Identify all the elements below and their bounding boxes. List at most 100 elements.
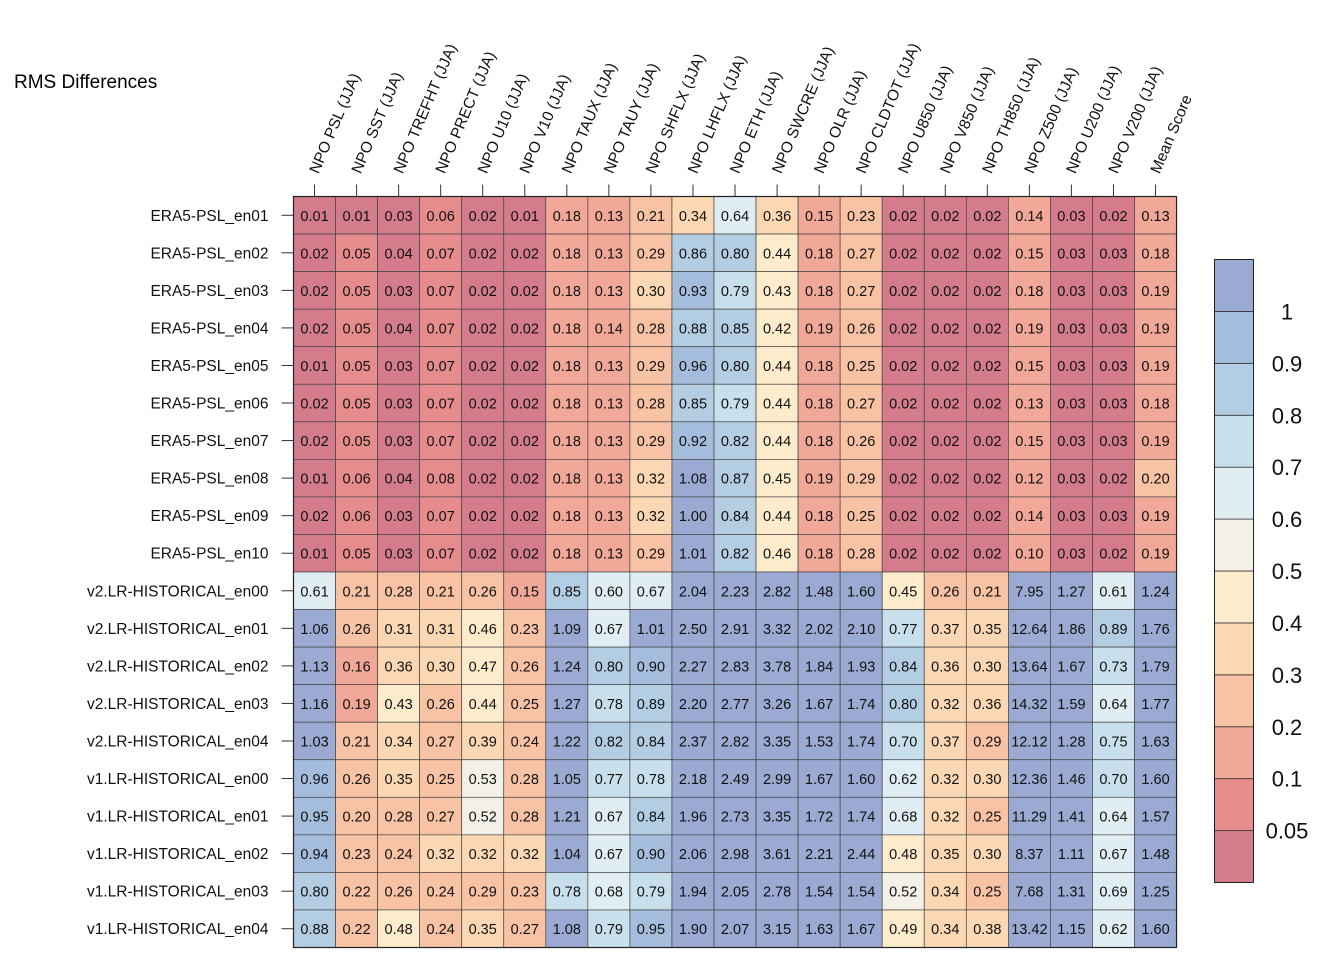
heatmap-cell [587,684,631,723]
heatmap-cell [965,834,1009,873]
cell-value-label: 0.32 [469,847,497,863]
cell-value-label: 0.44 [763,359,791,375]
heatmap-cell [1050,759,1093,798]
heatmap-cell [1050,421,1093,460]
heatmap-cell [335,834,378,873]
cell-value-label: 0.04 [385,472,413,488]
heatmap-cell [1050,646,1093,685]
heatmap-cell [839,834,883,873]
heatmap-cell [923,383,967,423]
heatmap-cell [629,872,673,911]
cell-value-label: 0.03 [1057,434,1085,450]
heatmap-cell [1050,721,1093,761]
cell-value-label: 1.79 [1141,659,1169,675]
cell-value-label: 0.02 [889,321,917,337]
cell-value-label: 0.84 [637,810,665,826]
cell-value-label: 0.68 [889,810,917,826]
heatmap-cell [671,909,715,948]
cell-value-label: 0.27 [847,246,875,262]
cell-value-label: 2.20 [679,697,707,713]
heatmap-cell [755,646,799,685]
cell-value-label: 0.23 [511,622,539,638]
heatmap-cell [629,459,673,498]
heatmap-cell [881,909,925,948]
heatmap-cell [293,571,336,610]
heatmap-cell [1092,834,1135,873]
heatmap-cell [713,271,757,310]
cell-value-label: 1.77 [1141,697,1169,713]
cell-value-label: 0.03 [1057,209,1085,225]
cell-value-label: 0.03 [385,547,413,563]
heatmap-cell [503,459,547,498]
heatmap-cell [1007,233,1051,272]
cell-value-label: 0.02 [931,209,959,225]
cell-value-label: 0.02 [469,509,497,525]
cell-value-label: 1.59 [1057,697,1085,713]
cell-value-label: 0.52 [889,885,917,901]
cell-value-label: 0.02 [511,434,539,450]
cell-value-label: 0.18 [805,547,833,563]
cell-value-label: 0.23 [342,847,370,863]
cell-value-label: 0.03 [1099,397,1127,413]
heatmap-cell [755,684,799,723]
cell-value-label: 0.32 [931,772,959,788]
heatmap-cell [335,233,378,272]
heatmap-cell [335,684,378,723]
heatmap-cell [755,421,799,460]
cell-value-label: 0.05 [342,359,370,375]
heatmap-cell [797,759,841,798]
heatmap-cell [377,834,421,873]
heatmap-cell [713,759,757,798]
cell-value-label: 0.95 [300,810,328,826]
heatmap-cell [965,759,1009,798]
cell-value-label: 0.27 [847,397,875,413]
heatmap-cell [419,308,463,348]
cell-value-label: 1.13 [300,659,328,675]
grid-border [292,195,1178,949]
cell-value-label: 0.02 [511,509,539,525]
cell-value-label: 1.08 [679,472,707,488]
cell-value-label: 0.02 [469,359,497,375]
heatmap-cell [377,796,421,836]
cell-value-label: 1.46 [1057,772,1085,788]
heatmap-cell [965,421,1009,460]
cell-value-label: 0.26 [511,659,539,675]
cell-value-label: 0.18 [553,397,581,413]
cell-value-label: 0.43 [385,697,413,713]
heatmap-cell [419,834,463,873]
heatmap-cell [545,571,589,610]
cell-value-label: 0.03 [1057,246,1085,262]
cell-value-label: 1.28 [1057,734,1085,750]
cell-value-label: 14.32 [1011,697,1047,713]
cell-value-label: 0.46 [763,547,791,563]
heatmap-cell [1134,196,1177,235]
heatmap-cell [545,909,589,948]
cell-value-label: 0.84 [889,659,917,675]
heatmap-cell [419,346,463,385]
cell-value-label: 0.61 [300,584,328,600]
cell-value-label: 0.02 [511,472,539,488]
cell-value-label: 3.35 [763,810,791,826]
cell-value-label: 0.30 [973,772,1001,788]
heatmap-cell [881,759,925,798]
cell-value-label: 0.89 [1099,622,1127,638]
heatmap-cell [335,421,378,460]
heatmap-cell [1134,383,1177,423]
cell-value-label: 2.10 [847,622,875,638]
cell-value-label: 0.07 [427,397,455,413]
cell-value-label: 0.28 [847,547,875,563]
heatmap-cell [755,609,799,648]
cell-value-label: 0.75 [1099,734,1127,750]
cell-value-label: 2.44 [847,847,875,863]
heatmap-cell [419,872,463,911]
cell-value-label: 2.37 [679,734,707,750]
cell-value-label: 1.67 [847,922,875,938]
cell-value-label: 0.79 [721,284,749,300]
cell-value-label: 0.64 [721,209,749,225]
heatmap-cell [461,308,505,348]
heatmap-cell [419,383,463,423]
heatmap-cell [629,646,673,685]
cell-value-label: 0.07 [427,246,455,262]
heatmap-cell [629,571,673,610]
